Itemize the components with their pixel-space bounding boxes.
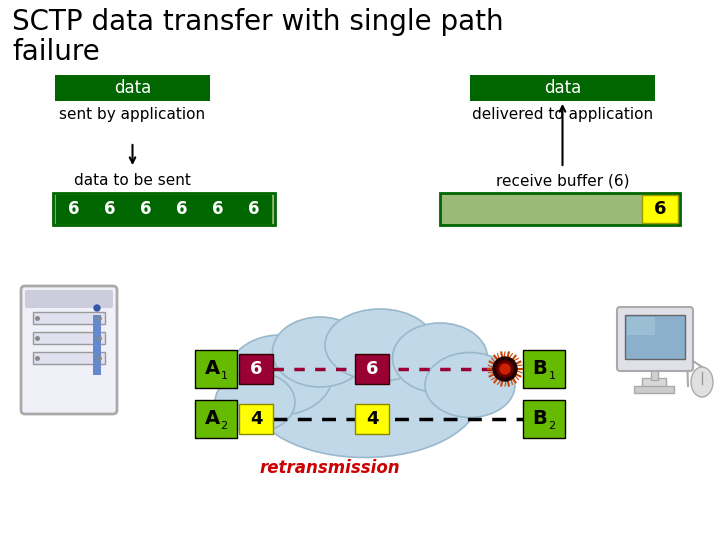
Text: 6: 6 [250, 360, 262, 378]
Ellipse shape [228, 335, 333, 415]
FancyBboxPatch shape [523, 350, 565, 388]
Circle shape [500, 364, 510, 374]
Text: 6: 6 [104, 200, 115, 218]
Text: 2: 2 [220, 421, 228, 431]
Text: delivered to application: delivered to application [472, 107, 653, 122]
FancyBboxPatch shape [617, 307, 693, 371]
FancyBboxPatch shape [200, 195, 235, 223]
FancyBboxPatch shape [93, 315, 101, 375]
Text: 6: 6 [176, 200, 187, 218]
Text: 6: 6 [366, 360, 378, 378]
FancyBboxPatch shape [195, 400, 237, 438]
Text: 1: 1 [549, 371, 556, 381]
Text: receive buffer (6): receive buffer (6) [496, 173, 629, 188]
Circle shape [497, 361, 513, 377]
FancyBboxPatch shape [236, 195, 271, 223]
Text: A: A [204, 360, 220, 379]
Text: data: data [544, 79, 581, 97]
Text: 2: 2 [549, 421, 556, 431]
FancyBboxPatch shape [164, 195, 199, 223]
FancyBboxPatch shape [55, 75, 210, 101]
Text: A: A [204, 409, 220, 429]
Ellipse shape [250, 333, 480, 457]
FancyBboxPatch shape [642, 195, 678, 223]
FancyBboxPatch shape [625, 315, 685, 359]
Text: 6: 6 [212, 200, 223, 218]
Text: 6: 6 [140, 200, 151, 218]
Text: B: B [533, 409, 547, 429]
Text: sent by application: sent by application [60, 107, 206, 122]
FancyBboxPatch shape [92, 195, 127, 223]
FancyBboxPatch shape [355, 354, 389, 384]
FancyBboxPatch shape [642, 378, 666, 388]
FancyBboxPatch shape [33, 312, 105, 324]
FancyBboxPatch shape [523, 400, 565, 438]
FancyBboxPatch shape [33, 332, 105, 344]
FancyBboxPatch shape [195, 350, 237, 388]
Text: data: data [114, 79, 151, 97]
FancyBboxPatch shape [355, 404, 389, 434]
Ellipse shape [272, 317, 367, 387]
Text: data to be sent: data to be sent [74, 173, 191, 188]
Text: 1: 1 [220, 371, 228, 381]
Text: 4: 4 [250, 410, 262, 428]
Ellipse shape [325, 309, 435, 381]
Ellipse shape [691, 367, 713, 397]
Text: retransmission: retransmission [260, 459, 400, 477]
Ellipse shape [392, 323, 487, 393]
FancyBboxPatch shape [634, 386, 674, 393]
FancyBboxPatch shape [25, 290, 113, 308]
Text: B: B [533, 360, 547, 379]
FancyBboxPatch shape [56, 195, 91, 223]
Circle shape [94, 305, 100, 311]
FancyBboxPatch shape [651, 366, 658, 380]
Ellipse shape [215, 372, 295, 432]
Text: 6: 6 [68, 200, 79, 218]
FancyBboxPatch shape [53, 193, 275, 225]
Ellipse shape [425, 353, 515, 417]
FancyBboxPatch shape [21, 286, 117, 414]
Text: SCTP data transfer with single path: SCTP data transfer with single path [12, 8, 503, 36]
FancyBboxPatch shape [239, 354, 273, 384]
Circle shape [493, 357, 517, 381]
FancyBboxPatch shape [128, 195, 163, 223]
Text: 4: 4 [366, 410, 378, 428]
Text: 6: 6 [248, 200, 259, 218]
FancyBboxPatch shape [33, 352, 105, 364]
FancyBboxPatch shape [470, 75, 655, 101]
Text: 6: 6 [654, 200, 666, 218]
FancyBboxPatch shape [239, 404, 273, 434]
Text: failure: failure [12, 38, 100, 66]
FancyBboxPatch shape [440, 193, 680, 225]
FancyBboxPatch shape [627, 317, 655, 335]
